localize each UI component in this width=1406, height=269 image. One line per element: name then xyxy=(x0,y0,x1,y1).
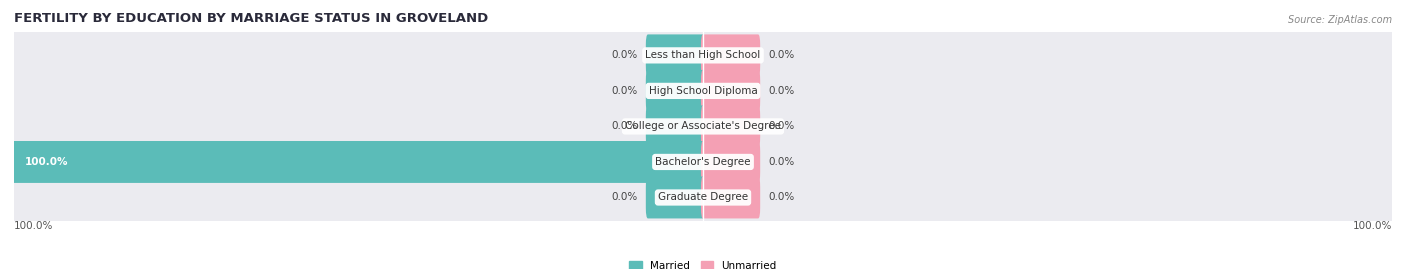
Text: Graduate Degree: Graduate Degree xyxy=(658,193,748,203)
Text: 0.0%: 0.0% xyxy=(769,193,794,203)
FancyBboxPatch shape xyxy=(645,34,704,76)
Text: High School Diploma: High School Diploma xyxy=(648,86,758,96)
FancyBboxPatch shape xyxy=(13,141,704,183)
FancyBboxPatch shape xyxy=(702,141,761,183)
Text: Bachelor's Degree: Bachelor's Degree xyxy=(655,157,751,167)
FancyBboxPatch shape xyxy=(11,162,1395,233)
Text: 0.0%: 0.0% xyxy=(612,121,637,132)
FancyBboxPatch shape xyxy=(645,105,704,147)
FancyBboxPatch shape xyxy=(702,105,761,147)
FancyBboxPatch shape xyxy=(645,70,704,112)
FancyBboxPatch shape xyxy=(11,20,1395,91)
Text: Source: ZipAtlas.com: Source: ZipAtlas.com xyxy=(1288,15,1392,25)
Text: 0.0%: 0.0% xyxy=(612,50,637,60)
Text: FERTILITY BY EDUCATION BY MARRIAGE STATUS IN GROVELAND: FERTILITY BY EDUCATION BY MARRIAGE STATU… xyxy=(14,12,488,25)
FancyBboxPatch shape xyxy=(702,34,761,76)
Text: 100.0%: 100.0% xyxy=(24,157,67,167)
FancyBboxPatch shape xyxy=(645,176,704,218)
FancyBboxPatch shape xyxy=(11,55,1395,126)
Text: 0.0%: 0.0% xyxy=(769,121,794,132)
FancyBboxPatch shape xyxy=(11,91,1395,162)
Text: 0.0%: 0.0% xyxy=(612,86,637,96)
Text: College or Associate's Degree: College or Associate's Degree xyxy=(626,121,780,132)
FancyBboxPatch shape xyxy=(702,176,761,218)
Text: 0.0%: 0.0% xyxy=(769,157,794,167)
Text: 0.0%: 0.0% xyxy=(769,86,794,96)
Text: 0.0%: 0.0% xyxy=(769,50,794,60)
Text: 100.0%: 100.0% xyxy=(1353,221,1392,231)
Text: 100.0%: 100.0% xyxy=(14,221,53,231)
FancyBboxPatch shape xyxy=(11,126,1395,197)
Text: 0.0%: 0.0% xyxy=(612,193,637,203)
FancyBboxPatch shape xyxy=(702,70,761,112)
Legend: Married, Unmarried: Married, Unmarried xyxy=(626,257,780,269)
Text: Less than High School: Less than High School xyxy=(645,50,761,60)
